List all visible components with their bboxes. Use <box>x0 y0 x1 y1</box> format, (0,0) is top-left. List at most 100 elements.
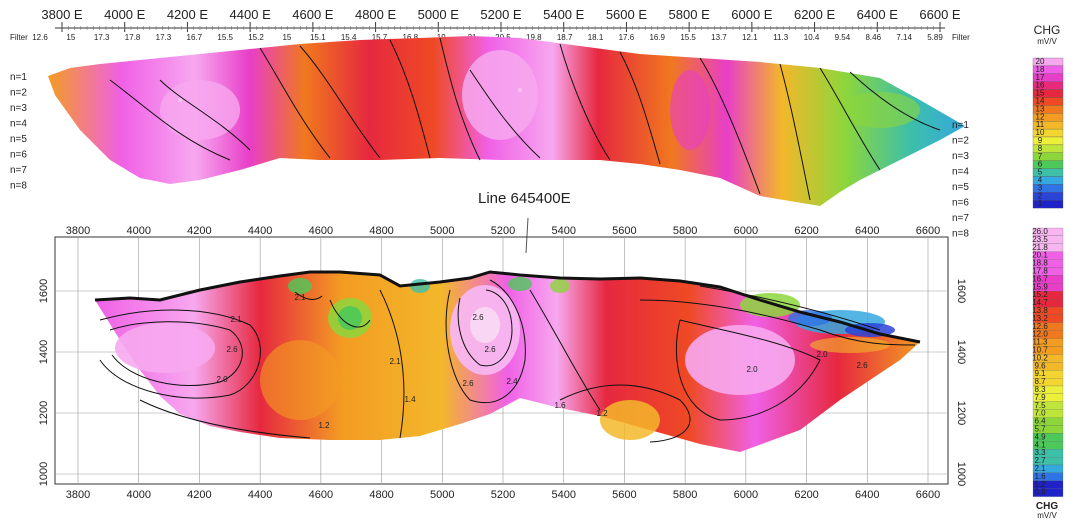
legend-bottom-value: 0.8 <box>1034 488 1046 497</box>
top-axis-label: 5600 E <box>606 7 648 22</box>
legend-bottom-value: 12.6 <box>1032 322 1048 331</box>
filter-value: 15 <box>66 33 75 42</box>
legend-bottom-value: 15.2 <box>1032 290 1048 299</box>
filter-value: 8.46 <box>865 33 881 42</box>
svg-text:CHG: CHG <box>1034 23 1061 37</box>
top-axis-label: 4000 E <box>104 7 146 22</box>
top-pseudosection <box>48 36 965 206</box>
n-level-label: n=4 <box>952 167 969 178</box>
contour-label: 2.1 <box>389 357 401 366</box>
filter-value: 18.7 <box>557 33 573 42</box>
bottom-axis-label-bottom: 4800 <box>369 489 393 501</box>
top-axis-label: 4600 E <box>292 7 334 22</box>
y-axis-label-left: 1000 <box>38 462 50 486</box>
n-level-label: n=1 <box>10 72 27 83</box>
legend-top-value: 1 <box>1038 199 1043 208</box>
filter-value: 13.7 <box>711 33 727 42</box>
line-title-marker <box>525 217 529 254</box>
filter-value: 15.2 <box>248 33 264 42</box>
bottom-axis-label-bottom: 4600 <box>309 489 333 501</box>
n-level-label: n=6 <box>10 150 27 161</box>
legend-bottom-value: 9.1 <box>1034 369 1046 378</box>
filter-value: 12.6 <box>32 33 48 42</box>
contour-label: 2.6 <box>484 345 496 354</box>
n-level-label: n=3 <box>952 151 969 162</box>
contour-label: 2.0 <box>216 375 228 384</box>
y-axis-label-left: 1400 <box>38 340 50 364</box>
filter-value: 16.7 <box>187 33 203 42</box>
bottom-axis-label-top: 5800 <box>673 225 697 237</box>
top-axis-label: 6200 E <box>794 7 836 22</box>
legend-top-value: 7 <box>1038 152 1043 161</box>
legend-bottom-value: 2.7 <box>1034 456 1046 465</box>
bottom-axis-label-bottom: 6000 <box>734 489 758 501</box>
legend-bottom-value: 9.6 <box>1034 361 1046 370</box>
filter-value: 10.4 <box>804 33 820 42</box>
legend-bottom-swatch <box>1032 488 1064 497</box>
contour-label: 2.0 <box>746 365 758 374</box>
legend-bottom-value: 13.2 <box>1032 314 1048 323</box>
bottom-axis-label-bottom: 6200 <box>794 489 818 501</box>
bottom-axis-label-top: 4200 <box>187 225 211 237</box>
filter-value: 17.6 <box>619 33 635 42</box>
contour-label: 1.4 <box>404 395 416 404</box>
filter-value: 5.89 <box>927 33 943 42</box>
legend-bottom-value: 16.7 <box>1032 274 1048 283</box>
filter-label-right: Filter <box>952 33 970 42</box>
filter-value: 17.3 <box>156 33 172 42</box>
legend-top-value: 17 <box>1036 73 1045 82</box>
y-axis-label-right: 1600 <box>955 279 967 303</box>
y-axis-label-right: 1400 <box>955 340 967 364</box>
contour-label: 1.2 <box>596 409 608 418</box>
contour-label: 2.6 <box>462 379 474 388</box>
filter-value: 17.8 <box>125 33 141 42</box>
y-axis-label-right: 1000 <box>955 462 967 486</box>
svg-text:mV/V: mV/V <box>1037 511 1057 520</box>
contour-label: 1.6 <box>554 401 566 410</box>
line-title: Line 645400E <box>478 190 571 207</box>
contour-label: 2.4 <box>506 377 518 386</box>
legend-bottom-value: 3.3 <box>1034 448 1046 457</box>
legend-top-value: 15 <box>1036 89 1045 98</box>
legend-top-value: 20 <box>1036 57 1045 66</box>
filter-value: 7.14 <box>896 33 912 42</box>
n-levels-right: n=1 n=2 n=3 n=4 n=5 n=6 n=7 n=8 <box>952 120 969 240</box>
legend-bottom-value: 2.1 <box>1034 464 1046 473</box>
legend-bottom-value: 5.7 <box>1034 425 1046 434</box>
bottom-axis-label-top: 4600 <box>309 225 333 237</box>
n-level-label: n=1 <box>952 120 969 131</box>
top-axis-label: 6400 E <box>857 7 899 22</box>
top-axis-label: 4200 E <box>167 7 209 22</box>
top-axis-label: 6000 E <box>731 7 773 22</box>
bottom-axis-label-top: 4400 <box>248 225 272 237</box>
legend-bottom-value: 15.9 <box>1032 282 1048 291</box>
bottom-axis-label-top: 5200 <box>491 225 515 237</box>
top-axis-label: 6600 E <box>919 7 961 22</box>
legend-bottom-value: 10.2 <box>1032 353 1048 362</box>
n-levels-left: n=1 n=2 n=3 n=4 n=5 n=6 n=7 n=8 <box>10 72 27 192</box>
legend-bottom-value: 12.0 <box>1032 330 1048 339</box>
bottom-axis-label-top: 6000 <box>734 225 758 237</box>
contour-label: 2.6 <box>472 313 484 322</box>
bottom-axis-label-top: 4000 <box>126 225 150 237</box>
legend-top-value: 10 <box>1036 128 1045 137</box>
legend-top-value: 14 <box>1036 97 1045 106</box>
legend-bottom-value: 4.9 <box>1034 432 1046 441</box>
n-level-label: n=7 <box>10 165 27 176</box>
bottom-axis-label-bottom: 5400 <box>551 489 575 501</box>
n-level-label: n=6 <box>952 198 969 209</box>
legend-top-value: 16 <box>1036 81 1045 90</box>
contour-label: 2.1 <box>294 293 306 302</box>
n-level-label: n=8 <box>952 229 969 240</box>
legend-bottom-value: 11.3 <box>1033 338 1049 347</box>
legend-bottom-value: 21.8 <box>1032 243 1048 252</box>
filter-value: 18.1 <box>588 33 604 42</box>
n-level-label: n=5 <box>10 134 27 145</box>
legend-top-value: 8 <box>1038 144 1043 153</box>
legend-top-value: 9 <box>1038 136 1043 145</box>
legend-top-value: 12 <box>1036 112 1045 121</box>
top-axis-label: 5000 E <box>418 7 460 22</box>
legend-top-value: 5 <box>1038 168 1043 177</box>
top-axis-label: 4800 E <box>355 7 397 22</box>
